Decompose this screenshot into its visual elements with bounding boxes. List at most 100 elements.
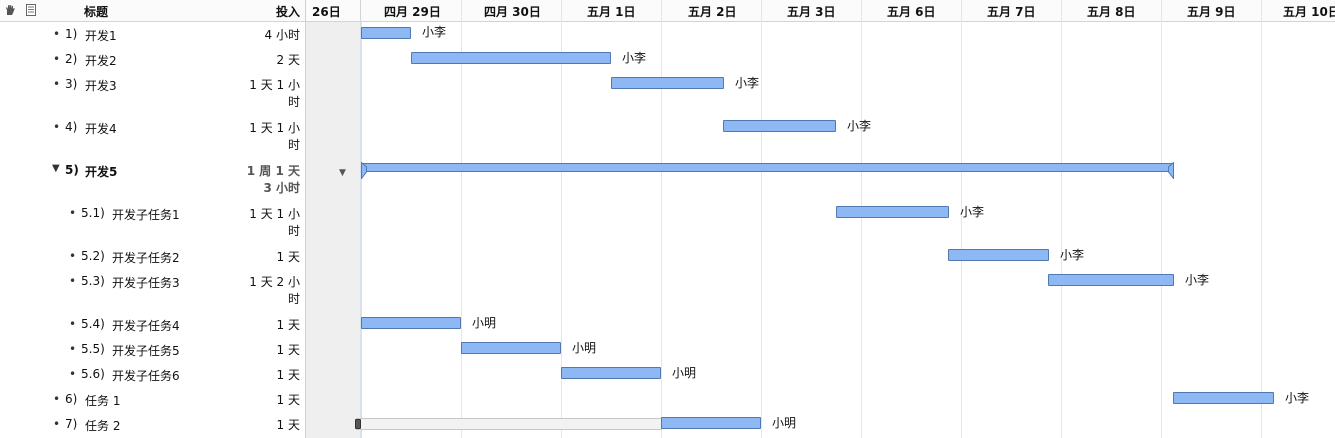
task-title[interactable]: 开发子任务4 [112, 319, 180, 333]
task-title[interactable]: 任务 1 [85, 394, 121, 408]
task-effort[interactable]: 1 天 [276, 368, 300, 382]
task-effort[interactable]: 1 天 1 小时 [249, 78, 300, 109]
resource-label: 小明 [572, 341, 597, 355]
resource-label: 小李 [1060, 248, 1085, 262]
date-header: 五月 2日 [688, 5, 737, 19]
task-bar[interactable] [1173, 392, 1274, 404]
subtask-row[interactable]: • 5.3) 开发子任务3 1 天 2 小时 [0, 273, 306, 311]
subtask-row[interactable]: • 5.5) 开发子任务5 1 天 [0, 341, 306, 361]
task-title[interactable]: 开发子任务1 [112, 208, 180, 222]
day-gridline [1261, 0, 1262, 438]
task-number: 7) [65, 417, 78, 431]
task-number: 5) [65, 163, 79, 177]
date-header: 五月 6日 [887, 5, 936, 19]
task-bar[interactable] [411, 52, 611, 64]
resource-label: 小李 [622, 51, 647, 65]
task-title[interactable]: 开发子任务3 [112, 276, 180, 290]
day-gridline [661, 0, 662, 438]
hand-icon[interactable] [4, 4, 16, 16]
day-gridline [1061, 0, 1062, 438]
task-title[interactable]: 开发4 [85, 122, 117, 136]
task-bar[interactable] [661, 417, 761, 429]
task-group-row[interactable]: ▼ 5) 开发5 1 周 1 天 3 小时 [0, 162, 306, 200]
day-gridline [761, 0, 762, 438]
task-bar[interactable] [361, 317, 461, 329]
task-effort[interactable]: 1 天 [276, 250, 300, 264]
bullet-icon: • [69, 249, 77, 263]
task-bar[interactable] [461, 342, 561, 354]
resource-label: 小李 [847, 119, 872, 133]
task-number: 5.3) [81, 274, 105, 288]
task-effort[interactable]: 1 天 [276, 418, 300, 432]
task-bar[interactable] [561, 367, 661, 379]
day-divider [360, 0, 361, 21]
task-effort[interactable]: 1 周 1 天 3 小时 [246, 164, 300, 195]
bullet-icon: • [53, 417, 61, 431]
task-title[interactable]: 开发5 [85, 165, 118, 179]
task-title[interactable]: 任务 2 [85, 419, 121, 433]
task-effort[interactable]: 1 天 [276, 393, 300, 407]
column-header-effort[interactable]: 投入 [276, 5, 301, 19]
task-number: 3) [65, 77, 78, 91]
resource-label: 小李 [422, 25, 447, 39]
task-number: 5.1) [81, 206, 105, 220]
subtask-row[interactable]: • 5.4) 开发子任务4 1 天 [0, 316, 306, 336]
row-menu-icon[interactable]: ▼ [339, 168, 346, 178]
task-effort[interactable]: 2 天 [276, 53, 300, 67]
summary-bar[interactable] [361, 163, 1174, 172]
task-row[interactable]: • 6) 任务 1 1 天 [0, 391, 306, 411]
task-effort[interactable]: 4 小时 [264, 28, 300, 42]
task-number: 2) [65, 52, 78, 66]
date-header: 26日 [312, 5, 341, 19]
column-header-title[interactable]: 标题 [84, 5, 109, 19]
task-row[interactable]: • 4) 开发4 1 天 1 小时 [0, 119, 306, 157]
task-title[interactable]: 开发1 [85, 29, 117, 43]
pane-divider[interactable] [305, 0, 306, 438]
day-gridline [861, 0, 862, 438]
task-row[interactable]: • 1) 开发1 4 小时 [0, 26, 306, 46]
task-effort[interactable]: 1 天 1 小时 [249, 121, 300, 152]
task-number: 5.6) [81, 367, 105, 381]
task-title[interactable]: 开发子任务5 [112, 344, 180, 358]
date-header: 五月 9日 [1187, 5, 1236, 19]
task-effort[interactable]: 1 天 [276, 343, 300, 357]
resource-label: 小明 [772, 416, 797, 430]
resource-label: 小明 [672, 366, 697, 380]
subtask-row[interactable]: • 5.1) 开发子任务1 1 天 1 小时 [0, 205, 306, 243]
task-bar[interactable] [1048, 274, 1174, 286]
subtask-row[interactable]: • 5.2) 开发子任务2 1 天 [0, 248, 306, 268]
day-gridline [1161, 0, 1162, 438]
task-title[interactable]: 开发2 [85, 54, 117, 68]
subtask-row[interactable]: • 5.6) 开发子任务6 1 天 [0, 366, 306, 386]
task-number: 6) [65, 392, 78, 406]
task-bar[interactable] [948, 249, 1049, 261]
date-header: 五月 10日 [1283, 5, 1335, 19]
task-row[interactable]: • 7) 任务 2 1 天 [0, 416, 306, 436]
task-effort[interactable]: 1 天 2 小时 [249, 275, 300, 306]
date-header: 五月 7日 [987, 5, 1036, 19]
task-bar[interactable] [361, 27, 411, 39]
disclosure-triangle-icon[interactable]: ▼ [52, 163, 60, 174]
summary-bar-left-cap [361, 162, 367, 179]
task-bar[interactable] [836, 206, 949, 218]
bullet-icon: • [69, 342, 77, 356]
timeline-header: 26日 四月 29日 四月 30日 五月 1日 五月 2日 五月 3日 五月 6… [306, 0, 1335, 22]
bullet-icon: • [53, 27, 61, 41]
outline-header: 标题 投入 [0, 0, 306, 22]
task-effort[interactable]: 1 天 [276, 318, 300, 332]
task-row[interactable]: • 3) 开发3 1 天 1 小时 [0, 76, 306, 114]
task-number: 1) [65, 27, 78, 41]
task-title[interactable]: 开发子任务2 [112, 251, 180, 265]
bullet-icon: • [53, 392, 61, 406]
task-row[interactable]: • 2) 开发2 2 天 [0, 51, 306, 71]
notes-icon[interactable] [25, 4, 37, 16]
task-title[interactable]: 开发3 [85, 79, 117, 93]
task-effort[interactable]: 1 天 1 小时 [249, 207, 300, 238]
task-number: 5.5) [81, 342, 105, 356]
bullet-icon: • [69, 367, 77, 381]
task-bar[interactable] [723, 120, 836, 132]
task-bar[interactable] [611, 77, 724, 89]
task-title[interactable]: 开发子任务6 [112, 369, 180, 383]
progress-knob-icon[interactable] [355, 419, 361, 429]
